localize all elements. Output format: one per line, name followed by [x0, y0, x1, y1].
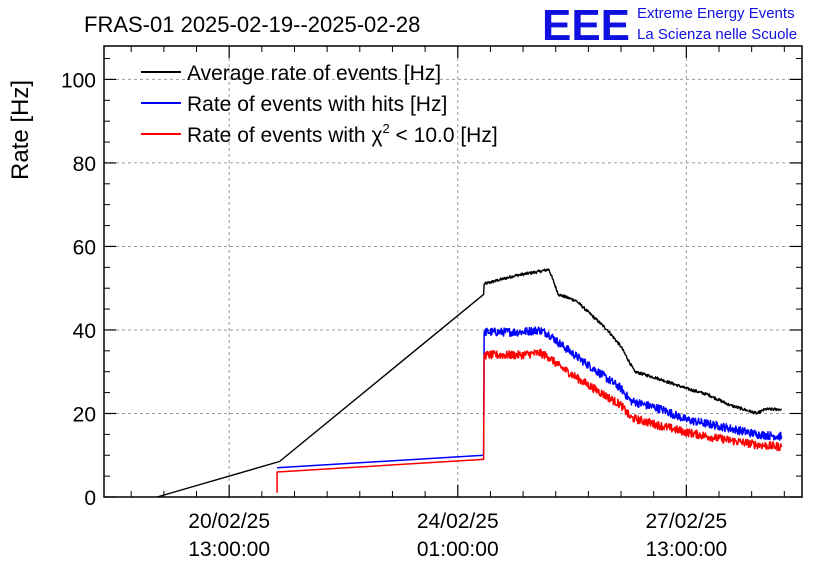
y-tick-labels: 0 20 40 60 80 100 [61, 69, 96, 510]
x-tick-date-0: 20/02/25 [188, 510, 270, 533]
legend-label-chi2: Rate of events with χ2 < 10.0 [Hz] [187, 121, 498, 147]
series-line-2 [276, 348, 783, 493]
x-tick-time-2: 13:00:00 [645, 538, 727, 561]
logo-line-2: La Scienza nelle Scuole [637, 26, 797, 43]
y-tick-label-40: 40 [73, 320, 96, 343]
x-tick-date-2: 27/02/25 [645, 510, 727, 533]
y-axis-label: Rate [Hz] [7, 80, 34, 180]
plot-frame [103, 45, 803, 498]
legend-label-hits: Rate of events with hits [Hz] [187, 93, 447, 116]
series-line-1 [277, 326, 783, 469]
plot-border [103, 45, 803, 498]
logo-line-1: Extreme Energy Events [637, 5, 795, 22]
chart-title: FRAS-01 2025-02-19--2025-02-28 [84, 12, 420, 37]
legend: Average rate of events [Hz] Rate of even… [141, 62, 498, 147]
y-tick-label-100: 100 [61, 69, 96, 92]
y-tick-label-0: 0 [84, 487, 96, 510]
x-tick-time-1: 01:00:00 [417, 538, 499, 561]
y-tick-label-20: 20 [73, 403, 96, 426]
x-tick-date-1: 24/02/25 [417, 510, 499, 533]
x-tick-time-0: 13:00:00 [188, 538, 270, 561]
eee-logo: EEE Extreme Energy Events La Scienza nel… [542, 1, 797, 50]
grid-lines [104, 46, 802, 497]
y-tick-label-80: 80 [73, 153, 96, 176]
data-series [156, 268, 783, 498]
logo-mark: EEE [542, 1, 630, 50]
legend-label-average: Average rate of events [Hz] [187, 62, 441, 85]
series-line-0 [156, 268, 782, 498]
y-tick-label-60: 60 [73, 236, 96, 259]
x-tick-labels: 20/02/25 13:00:00 24/02/25 01:00:00 27/02/25… [188, 510, 727, 561]
